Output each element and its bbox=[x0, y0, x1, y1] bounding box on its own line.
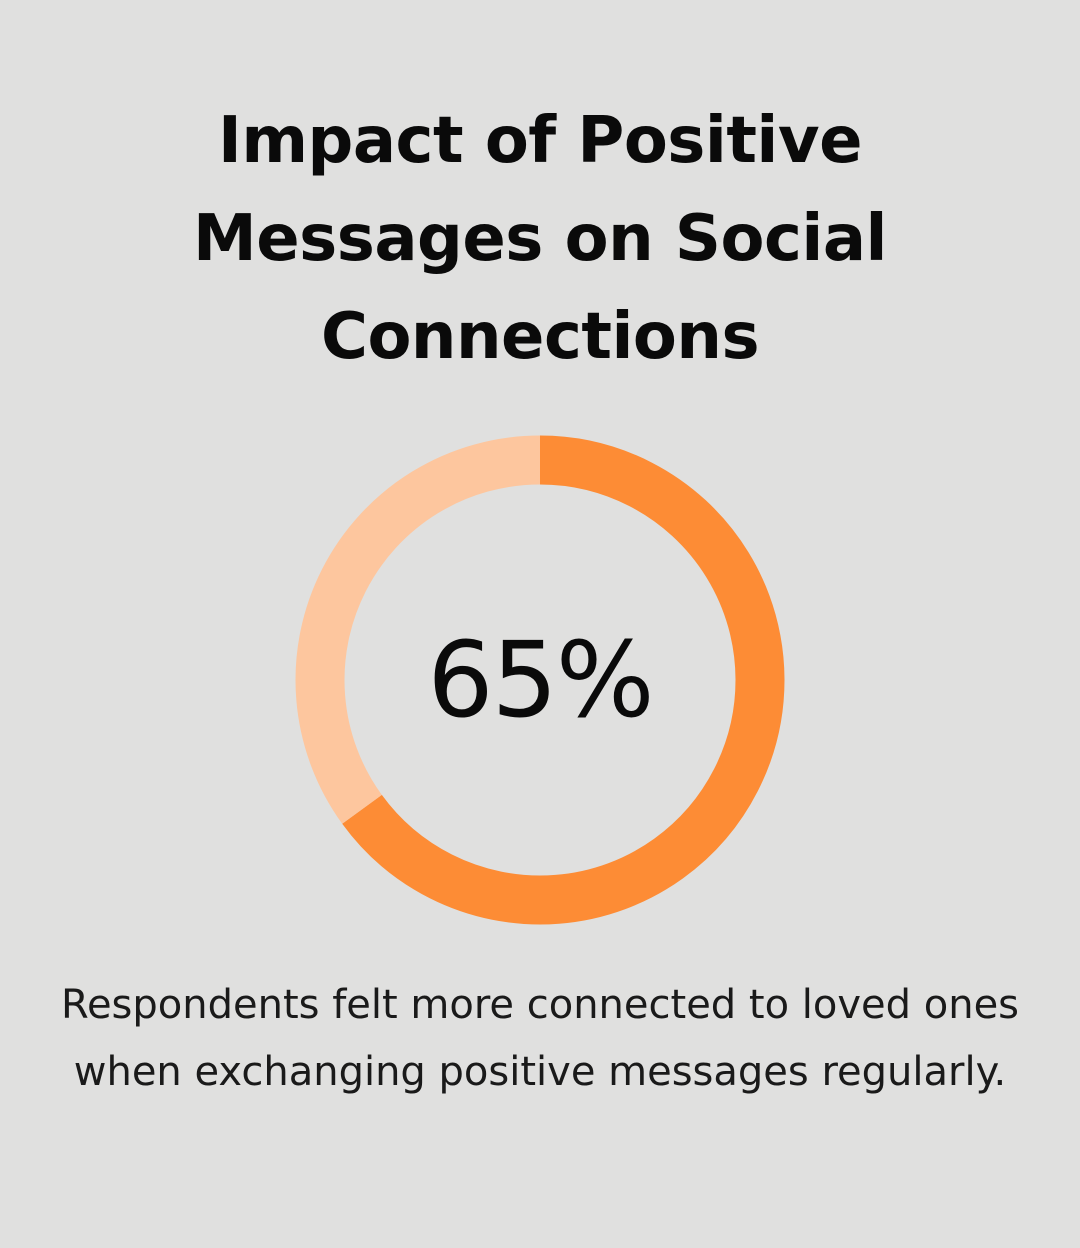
donut-slice-value bbox=[342, 435, 785, 925]
chart-title: Impact of Positive Messages on Social Co… bbox=[193, 104, 887, 374]
donut-slice-remainder bbox=[295, 435, 541, 824]
center-percentage: 65% bbox=[427, 619, 654, 741]
chart-caption: Respondents felt more connected to loved… bbox=[60, 982, 1020, 1095]
donut-chart: 65% bbox=[290, 430, 790, 930]
donut-svg bbox=[295, 435, 785, 925]
